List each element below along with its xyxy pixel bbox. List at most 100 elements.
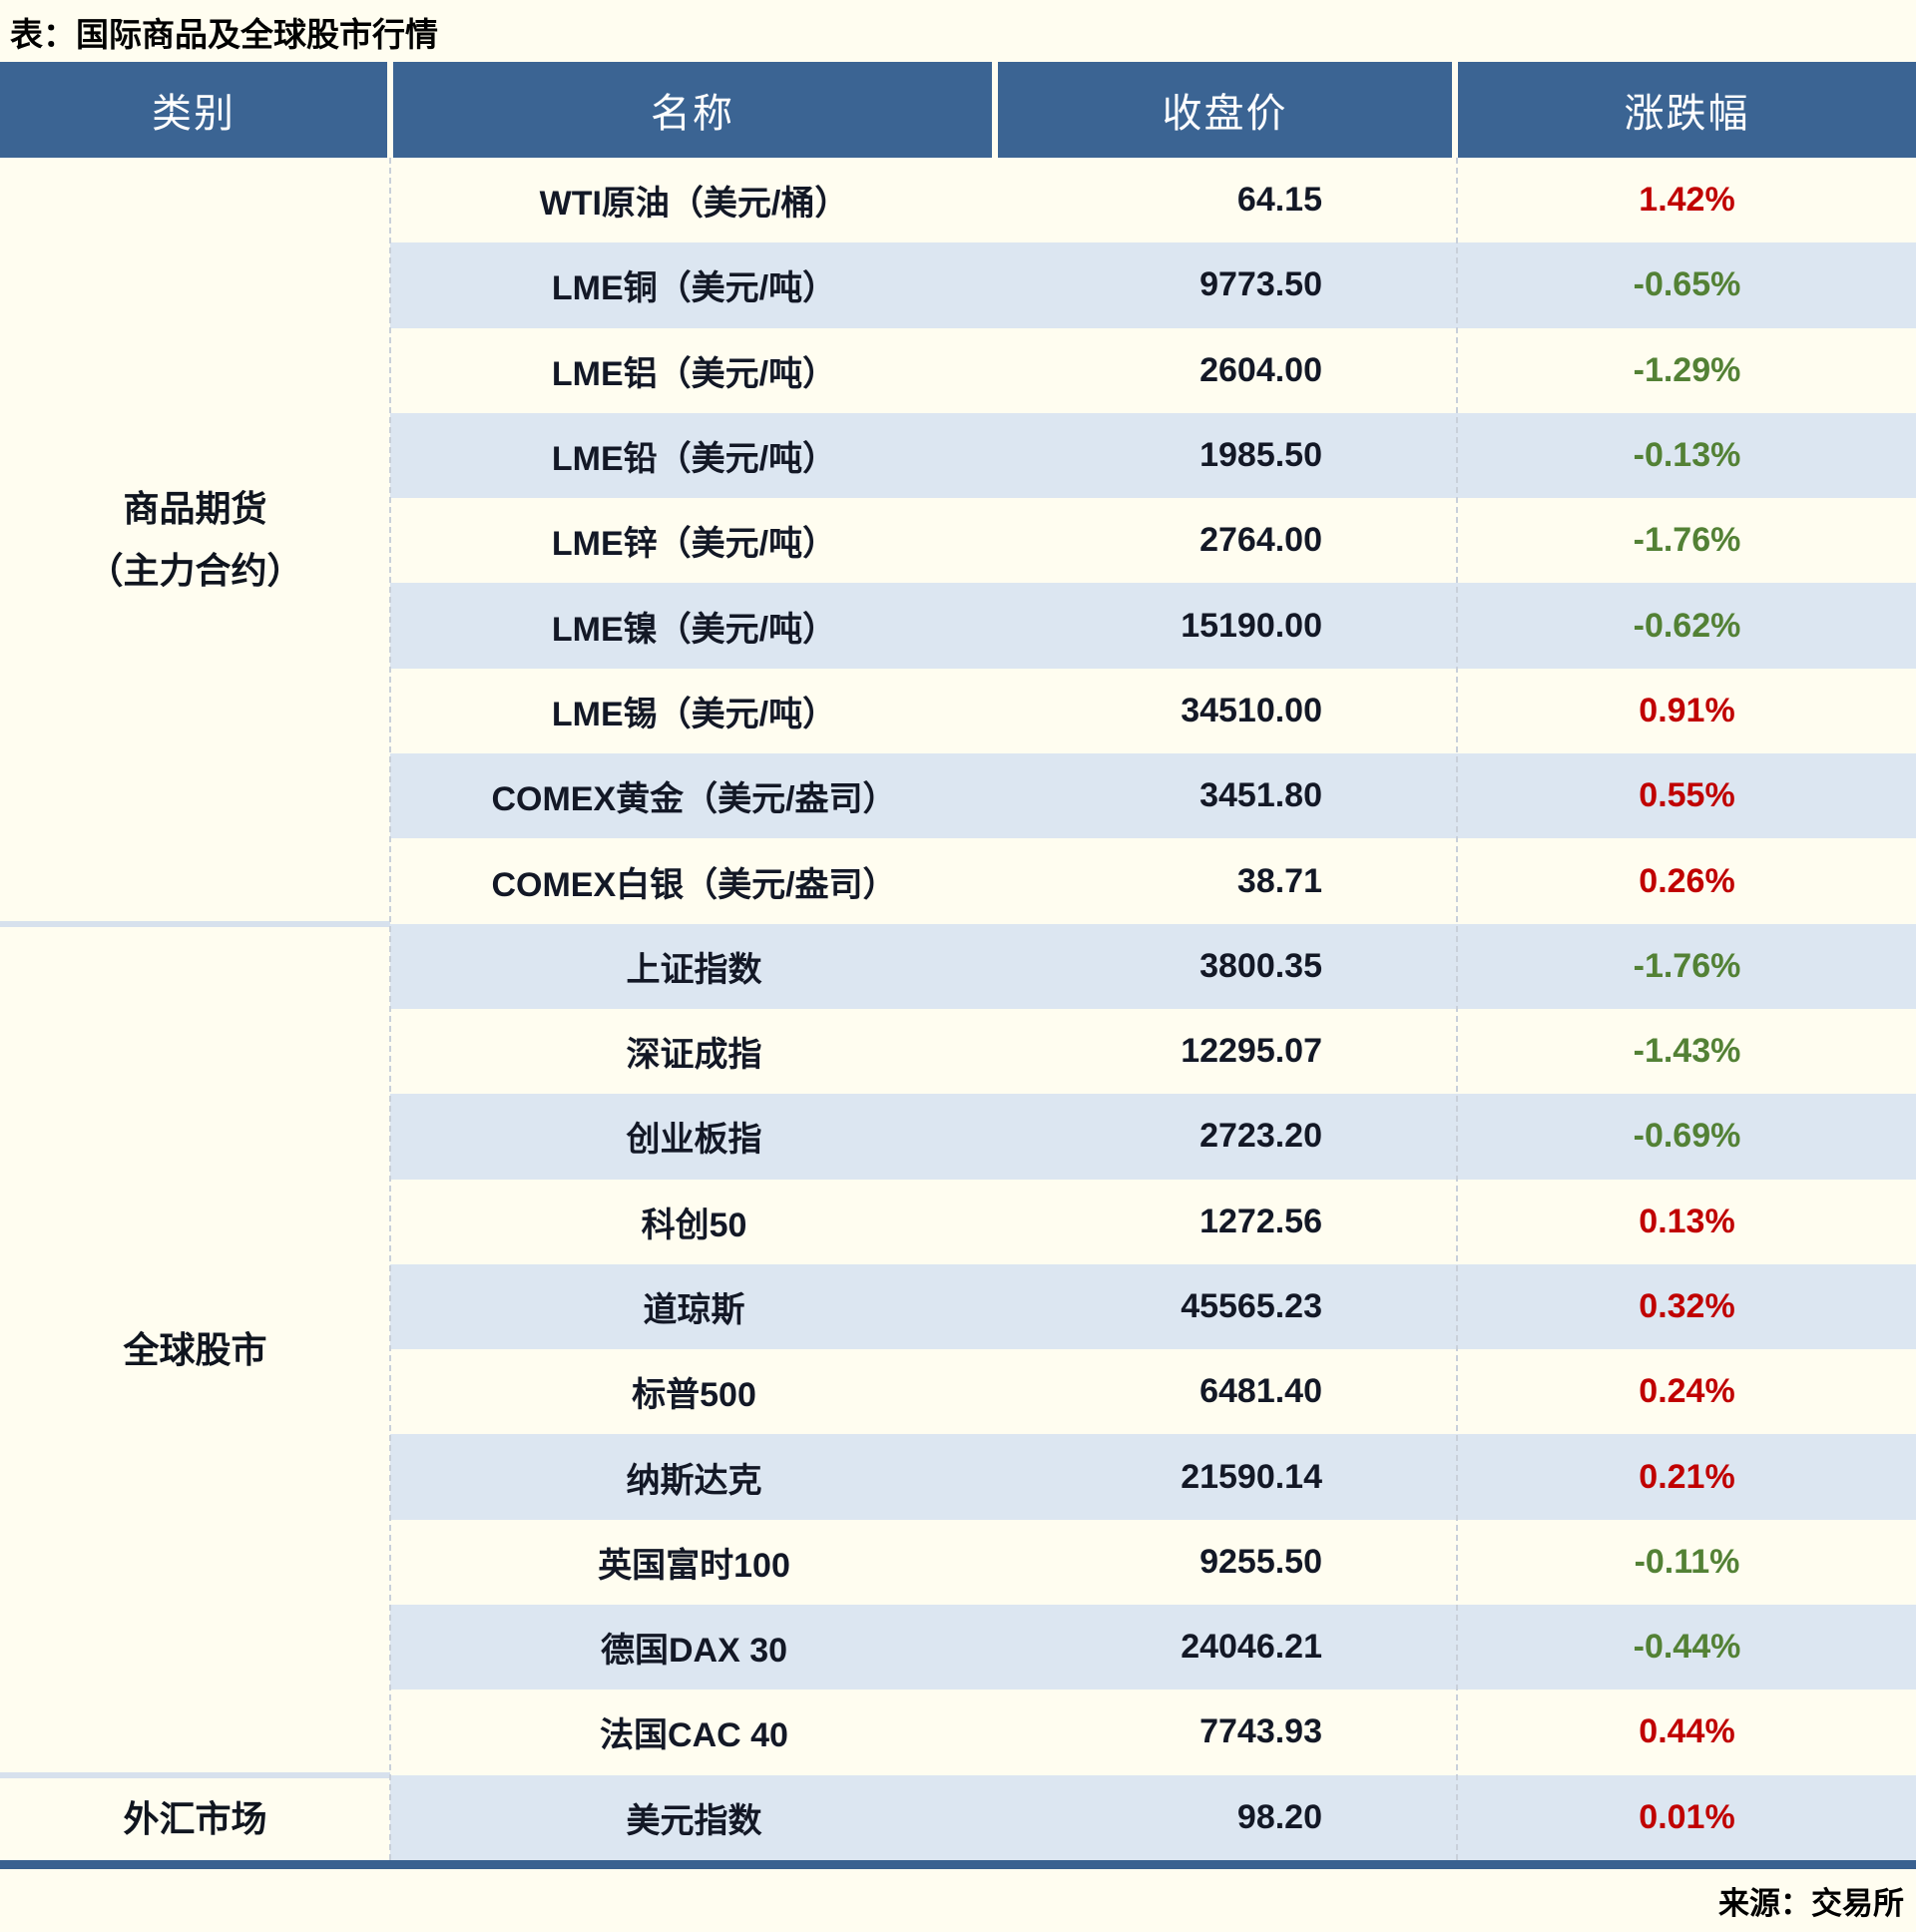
row-name: COMEX白银（美元/盎司） [491,865,897,904]
row-name: 上证指数 [626,950,762,989]
table-row: COMEX黄金（美元/盎司） 3451.80 0.55% [390,753,1916,839]
table-row: 上证指数 3800.35 -1.76% [390,923,1916,1009]
header-category: 类别 [0,62,387,158]
row-change-percent: -1.29% [1633,350,1741,389]
row-close-price: 24046.21 [1181,1628,1322,1667]
table-row: LME锡（美元/吨） 34510.00 0.91% [390,669,1916,753]
row-name: 科创50 [641,1206,747,1244]
row-close-price: 21590.14 [1181,1457,1322,1496]
table-row: LME锌（美元/吨） 2764.00 -1.76% [390,498,1916,583]
row-name: WTI原油（美元/桶） [539,185,849,224]
market-table: 类别 名称 收盘价 涨跌幅 商品期货 （主力合约） 全球股市外汇市场 WTI原油（美… [0,62,1916,1860]
row-close-price: 3800.35 [1199,946,1322,985]
category-column: 商品期货 （主力合约） 全球股市外汇市场 [0,158,390,1860]
row-close-price: 9773.50 [1199,265,1322,304]
bottom-rule [0,1860,1916,1869]
table-row: LME铝（美元/吨） 2604.00 -1.29% [390,328,1916,413]
table-row: 道琼斯 45565.23 0.32% [390,1263,1916,1350]
category-label: 外汇市场 [123,1798,267,1840]
row-change-percent: 0.32% [1639,1287,1735,1325]
category-cell: 全球股市 [0,927,390,1772]
header-name: 名称 [393,62,992,158]
row-close-price: 9255.50 [1199,1542,1322,1581]
row-name: 法国CAC 40 [600,1716,788,1755]
row-close-price: 2764.00 [1199,521,1322,560]
row-name: 深证成指 [626,1036,762,1075]
table-body-rows: WTI原油（美元/桶） 64.15 1.42% LME铜（美元/吨） 9773.50 -0… [390,158,1916,1860]
row-name: LME锡（美元/吨） [551,695,837,733]
row-change-percent: -1.43% [1633,1032,1741,1071]
row-change-percent: -0.13% [1633,436,1741,475]
row-close-price: 34510.00 [1181,691,1322,729]
table-row: LME铜（美元/吨） 9773.50 -0.65% [390,242,1916,328]
row-change-percent: 0.26% [1639,861,1735,900]
row-name: LME铅（美元/吨） [551,440,837,479]
row-close-price: 2604.00 [1199,350,1322,389]
table-row: 创业板指 2723.20 -0.69% [390,1094,1916,1180]
row-name: 英国富时100 [598,1546,790,1585]
table-row: 德国DAX 30 24046.21 -0.44% [390,1605,1916,1690]
row-change-percent: -0.44% [1633,1628,1741,1667]
table-row: 深证成指 12295.07 -1.43% [390,1009,1916,1094]
row-change-percent: -0.11% [1634,1542,1740,1581]
page-title: 表：国际商品及全球股市行情 [10,16,438,53]
table-row: 美元指数 98.20 0.01% [390,1774,1916,1860]
table-row: LME镍（美元/吨） 15190.00 -0.62% [390,583,1916,669]
row-change-percent: 1.42% [1639,181,1735,220]
row-name: LME铝（美元/吨） [551,354,837,393]
table-row: 英国富时100 9255.50 -0.11% [390,1520,1916,1605]
table-row: WTI原油（美元/桶） 64.15 1.42% [390,158,1916,242]
source-label: 来源：交易所 [1718,1886,1904,1921]
header-close: 收盘价 [998,62,1452,158]
row-close-price: 1272.56 [1199,1202,1322,1240]
row-close-price: 15190.00 [1181,606,1322,645]
row-change-percent: 0.91% [1639,691,1735,729]
row-close-price: 12295.07 [1181,1032,1322,1071]
row-change-percent: 0.55% [1639,776,1735,815]
row-name: 道琼斯 [643,1291,745,1329]
row-close-price: 98.20 [1236,1797,1322,1836]
category-label: 全球股市 [123,1328,267,1370]
row-name: LME铜（美元/吨） [551,269,837,308]
row-change-percent: -0.65% [1633,265,1741,304]
table-body: 商品期货 （主力合约） 全球股市外汇市场 WTI原油（美元/桶） 64.15 1.42%… [0,158,1916,1860]
row-close-price: 6481.40 [1199,1372,1322,1411]
row-close-price: 2723.20 [1199,1117,1322,1156]
row-name: COMEX黄金（美元/盎司） [491,780,897,819]
row-close-price: 38.71 [1236,861,1322,900]
row-change-percent: -1.76% [1633,521,1741,560]
column-divider-left [389,158,391,1860]
row-change-percent: -0.69% [1633,1117,1741,1156]
row-change-percent: -1.76% [1633,946,1741,985]
row-close-price: 7743.93 [1199,1712,1322,1751]
header-change: 涨跌幅 [1458,62,1916,158]
row-change-percent: 0.24% [1639,1372,1735,1411]
group-separator [0,1772,390,1778]
row-change-percent: 0.13% [1639,1202,1735,1240]
row-change-percent: -0.62% [1633,606,1741,645]
category-cell: 外汇市场 [0,1778,390,1860]
row-name: LME锌（美元/吨） [551,525,837,564]
table-row: 法国CAC 40 7743.93 0.44% [390,1690,1916,1774]
category-label: 商品期货 [123,488,267,530]
row-name: 纳斯达克 [626,1461,762,1500]
column-divider-right [1456,158,1458,1860]
table-row: 科创50 1272.56 0.13% [390,1180,1916,1264]
row-close-price: 45565.23 [1181,1287,1322,1325]
row-change-percent: 0.01% [1639,1797,1735,1836]
table-header: 类别 名称 收盘价 涨跌幅 [0,62,1916,158]
row-name: 创业板指 [626,1121,762,1160]
row-name: 标普500 [632,1376,756,1415]
category-label: （主力合约） [87,549,303,591]
row-change-percent: 0.21% [1639,1457,1735,1496]
row-name: 美元指数 [626,1801,762,1840]
table-row: 标普500 6481.40 0.24% [390,1349,1916,1434]
table-row: LME铅（美元/吨） 1985.50 -0.13% [390,412,1916,499]
group-separator [0,921,390,927]
row-change-percent: 0.44% [1639,1712,1735,1751]
row-close-price: 64.15 [1236,181,1322,220]
row-close-price: 3451.80 [1199,776,1322,815]
table-row: 纳斯达克 21590.14 0.21% [390,1434,1916,1520]
row-close-price: 1985.50 [1199,436,1322,475]
row-name: LME镍（美元/吨） [551,610,837,649]
